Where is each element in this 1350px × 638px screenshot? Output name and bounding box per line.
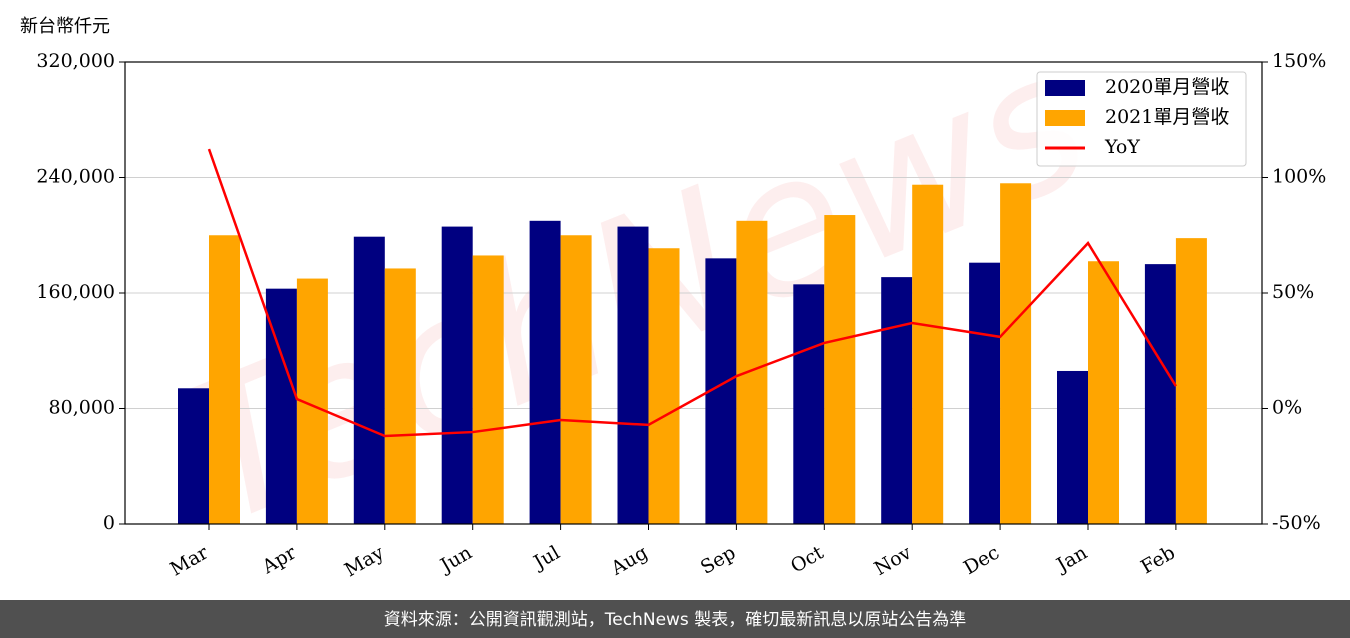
bar [472, 255, 504, 524]
bar [648, 248, 680, 524]
bar [1000, 183, 1032, 524]
x-tick-label: Mar [166, 541, 212, 580]
bar [1057, 370, 1088, 524]
bar [384, 268, 416, 524]
bar [969, 262, 1001, 524]
legend-swatch [1045, 110, 1085, 126]
x-tick-label: Sep [697, 542, 740, 579]
x-tick-label: Nov [871, 541, 916, 580]
source: 資料來源：公開資訊觀測站，TechNews 製表，確切最新訊息以原站公告為準 [384, 610, 966, 630]
y-tick-label: 160,000 [36, 281, 115, 303]
bar [793, 284, 825, 524]
bar [209, 235, 240, 524]
y-tick-label: 0 [103, 512, 115, 534]
y2-tick-label: 150% [1272, 50, 1326, 72]
legend-label: 2020單月營收 [1105, 76, 1229, 98]
y2-tick-label: -50% [1272, 512, 1321, 534]
bar [736, 220, 768, 524]
unit-label: 新台幣仟元 [20, 16, 110, 37]
bar [178, 388, 209, 524]
line [207, 148, 1177, 438]
x-tick-label: Aug [607, 542, 652, 581]
legend-label: YoY [1104, 136, 1140, 158]
bar [353, 236, 385, 524]
x-tick-label: Feb [1137, 542, 1179, 579]
bar [617, 226, 649, 524]
bar [560, 235, 592, 524]
x-tick-label: Jun [435, 542, 476, 578]
bar [824, 215, 856, 524]
y-tick-label: 240,000 [36, 166, 115, 188]
x-tick-label: Oct [787, 541, 828, 577]
bar [881, 277, 913, 524]
y-tick-label: 320,000 [36, 50, 115, 72]
bar [441, 226, 473, 524]
plot-frame [124, 61, 1263, 525]
x-tick-label: May [341, 541, 388, 581]
bar [1144, 264, 1176, 524]
x-tick-label: Dec [960, 542, 1003, 580]
y-tick-label: 80,000 [49, 397, 115, 419]
footer-band [0, 600, 1350, 638]
bar [912, 184, 944, 524]
y2-tick-label: 100% [1272, 166, 1326, 188]
y2-tick-label: 50% [1272, 281, 1314, 303]
bar [529, 220, 561, 524]
y2-tick-label: 0% [1272, 397, 1302, 419]
legend-label: 2021單月營收 [1105, 106, 1229, 128]
x-tick-label: Jan [1051, 542, 1091, 578]
bar [1088, 261, 1119, 524]
legend-swatch [1045, 80, 1085, 96]
x-tick-label: Jul [528, 542, 563, 575]
legend-box [1036, 71, 1247, 167]
bar [1175, 238, 1207, 524]
